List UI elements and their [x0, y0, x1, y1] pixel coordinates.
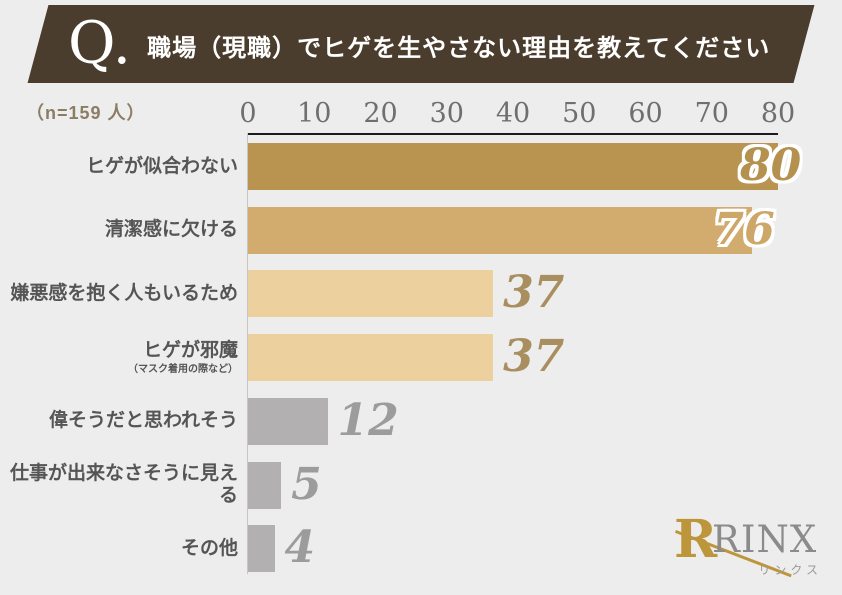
value-label: 76: [713, 203, 775, 255]
category-label: 清潔感に欠ける: [0, 207, 238, 254]
value-label: 37: [503, 331, 565, 383]
category-label-text: 嫌悪感を抱く人もいるため: [10, 282, 238, 304]
value-label: 4: [284, 522, 316, 574]
category-label: ヒゲが邪魔 （マスク着用の際など）: [0, 334, 238, 381]
category-label: ヒゲが似合わない: [0, 143, 238, 190]
category-label-text: ヒゲが邪魔: [142, 339, 238, 361]
x-axis-tick-label: 10: [297, 98, 332, 129]
chart-title: 職場（現職）でヒゲを生やさない理由を教えてください: [147, 34, 771, 62]
bar: [248, 206, 752, 254]
value-label: 5: [291, 458, 322, 510]
category-label: 仕事が出来なさそうに見える: [0, 462, 238, 509]
category-label: 偉そうだと思われそう: [0, 398, 238, 445]
question-mark-label: Q.: [68, 9, 132, 77]
value-label: 37: [503, 267, 565, 319]
value-label: 12: [337, 394, 399, 446]
x-axis-tick-label: 40: [495, 98, 531, 129]
category-label-text: ヒゲが似合わない: [85, 155, 238, 177]
x-axis-tick-label: 70: [694, 98, 729, 129]
category-label: その他: [0, 525, 238, 572]
question-banner: Q. 職場（現職）でヒゲを生やさない理由を教えてください: [27, 5, 815, 83]
category-sublabel-text: （マスク着用の際など）: [128, 363, 238, 375]
sample-size-label: （n=159 人）: [26, 103, 146, 123]
category-label: 嫌悪感を抱く人もいるため: [0, 270, 238, 317]
x-axis-tick-label: 0: [239, 98, 257, 129]
rinx-logo-symbol-icon: R: [674, 509, 718, 570]
bar: [248, 397, 328, 445]
banner-content: Q. 職場（現職）でヒゲを生やさない理由を教えてください: [38, 5, 804, 83]
x-axis-tick-label: 50: [562, 98, 597, 129]
category-label-text: 偉そうだと思われそう: [48, 410, 238, 432]
rinx-katakana-label: リンクス: [758, 563, 822, 577]
bar: [248, 143, 778, 190]
bar: [248, 270, 494, 318]
x-axis-tick-label: 20: [363, 98, 398, 129]
category-label-text: 仕事が出来なさそうに見える: [9, 463, 238, 506]
category-label-text: その他: [180, 537, 238, 559]
bar: [248, 525, 275, 573]
y-axis-zero-line: [247, 133, 248, 574]
x-axis-tick-label: 30: [429, 98, 464, 129]
rinx-logo: R RINX リンクス: [674, 512, 824, 582]
x-axis-tick-label: 60: [628, 98, 663, 129]
rinx-wordmark: RINX: [712, 518, 818, 561]
x-axis-tick-label: 80: [760, 98, 796, 129]
x-axis-line: [248, 133, 778, 135]
value-label: 80: [740, 140, 802, 191]
category-label-text: 清潔感に欠ける: [104, 219, 238, 241]
bar: [248, 334, 494, 382]
bar: [248, 461, 282, 509]
